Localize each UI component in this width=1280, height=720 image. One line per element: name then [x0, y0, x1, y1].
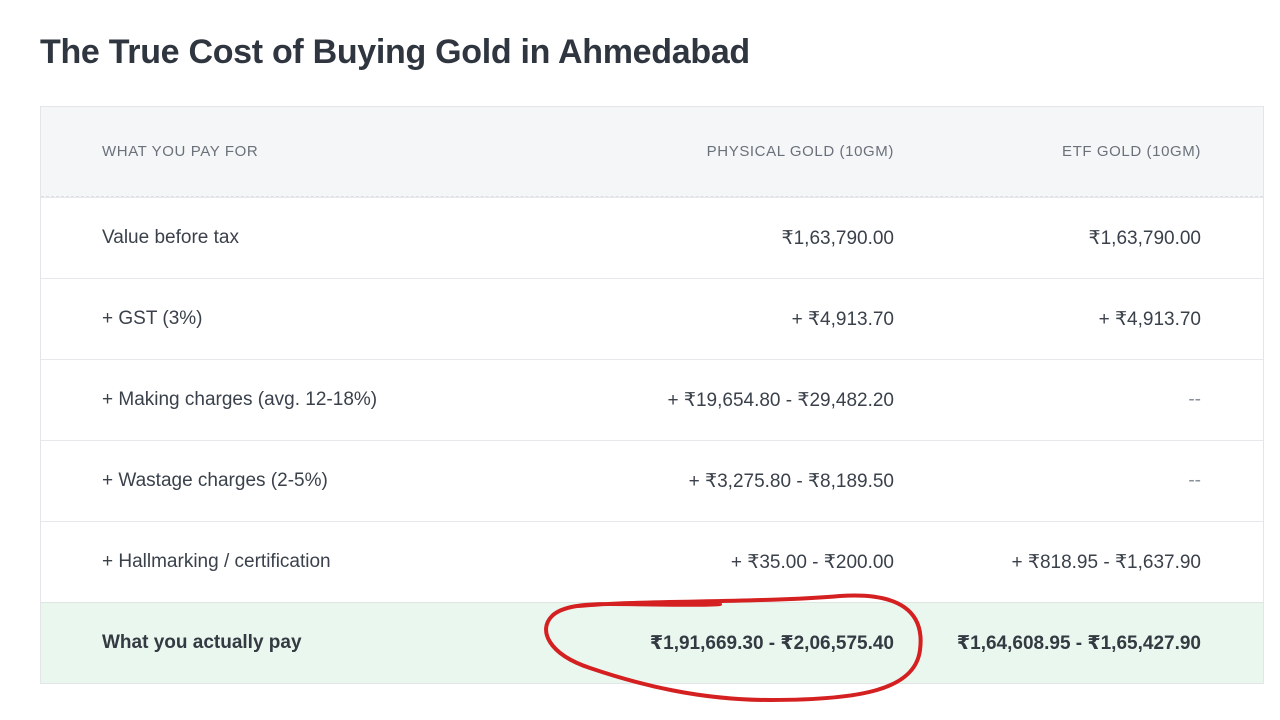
header-what-you-pay-for: WHAT YOU PAY FOR [102, 143, 259, 160]
etf-gold-value: -- [1188, 470, 1201, 491]
header-physical-gold: PHYSICAL GOLD (10GM) [706, 143, 894, 160]
etf-gold-total: ₹1,64,608.95 - ₹1,65,427.90 [956, 632, 1201, 654]
row-label: + Making charges (avg. 12-18%) [102, 389, 378, 410]
etf-gold-value: -- [1188, 389, 1201, 410]
table-row: + Wastage charges (2-5%) + ₹3,275.80 - ₹… [41, 440, 1263, 521]
header-etf-gold: ETF GOLD (10GM) [1061, 143, 1201, 160]
row-label: Value before tax [102, 227, 239, 248]
page-title: The True Cost of Buying Gold in Ahmedaba… [40, 33, 750, 71]
total-label: What you actually pay [102, 632, 302, 653]
physical-gold-value: + ₹19,654.80 - ₹29,482.20 [667, 389, 895, 411]
physical-gold-total: ₹1,91,669.30 - ₹2,06,575.40 [649, 632, 894, 654]
physical-gold-value: + ₹35.00 - ₹200.00 [730, 551, 894, 573]
table-row: + GST (3%) + ₹4,913.70 + ₹4,913.70 [41, 278, 1263, 359]
row-label: + GST (3%) [102, 308, 203, 329]
physical-gold-value: ₹1,63,790.00 [781, 227, 894, 249]
table-row: + Making charges (avg. 12-18%) + ₹19,654… [41, 359, 1263, 440]
row-label: + Hallmarking / certification [102, 551, 331, 572]
row-label: + Wastage charges (2-5%) [102, 470, 328, 491]
physical-gold-value: + ₹4,913.70 [791, 308, 894, 330]
etf-gold-value: + ₹4,913.70 [1098, 308, 1201, 330]
table-row: Value before tax ₹1,63,790.00 ₹1,63,790.… [41, 197, 1263, 278]
cost-comparison-table: WHAT YOU PAY FOR PHYSICAL GOLD (10GM) ET… [40, 106, 1264, 684]
physical-gold-value: + ₹3,275.80 - ₹8,189.50 [688, 470, 894, 492]
table-row: + Hallmarking / certification + ₹35.00 -… [41, 521, 1263, 602]
total-row: What you actually pay ₹1,91,669.30 - ₹2,… [41, 602, 1263, 683]
table-header-row: WHAT YOU PAY FOR PHYSICAL GOLD (10GM) ET… [41, 107, 1263, 197]
etf-gold-value: ₹1,63,790.00 [1088, 227, 1201, 249]
etf-gold-value: + ₹818.95 - ₹1,637.90 [1011, 551, 1201, 573]
